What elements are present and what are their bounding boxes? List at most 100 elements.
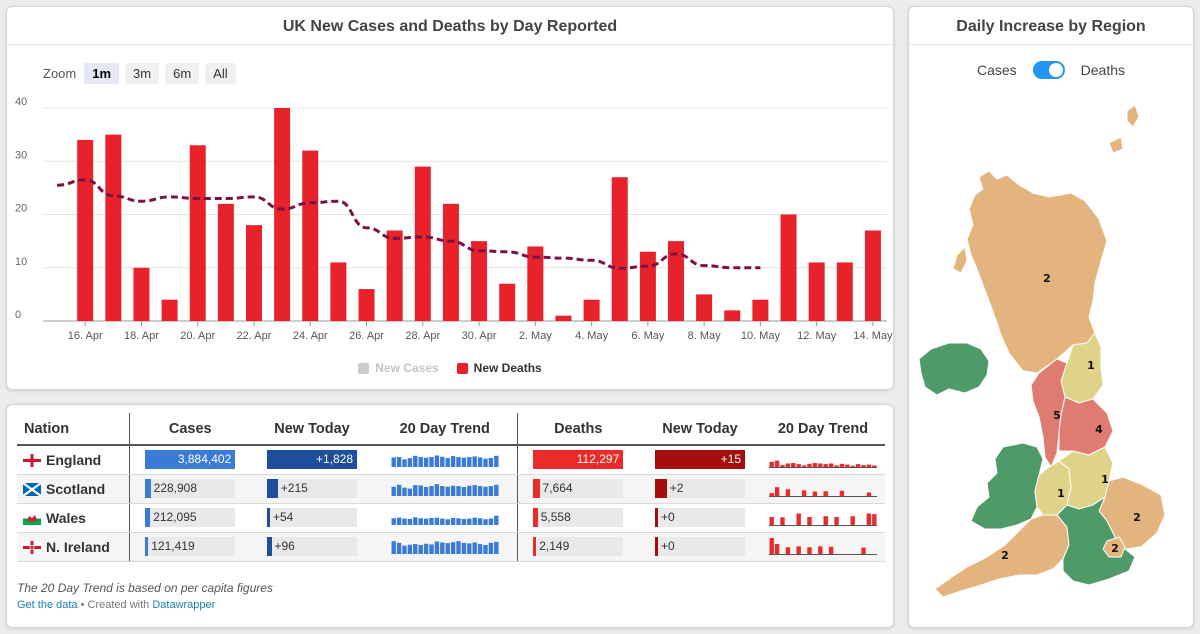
trend-bar: [807, 546, 812, 554]
death-bar[interactable]: [189, 145, 206, 321]
zoom-1m-button[interactable]: 1m: [84, 63, 120, 84]
death-bar[interactable]: [274, 108, 291, 321]
death-bar[interactable]: [696, 294, 713, 321]
cases-cell: 228,908: [145, 479, 236, 498]
header-deaths[interactable]: Deaths: [516, 413, 639, 446]
trend-bar: [391, 457, 396, 467]
legend-swatch-deaths: [456, 362, 468, 374]
toggle-label-deaths[interactable]: Deaths: [1080, 62, 1126, 78]
nation-name: Scotland: [46, 480, 106, 497]
zoom-6m-button[interactable]: 6m: [165, 63, 200, 84]
metric-toggle-switch[interactable]: [1032, 61, 1065, 79]
region-south-west[interactable]: [934, 514, 1070, 598]
trend-bar: [466, 542, 472, 554]
trend-bar: [396, 517, 402, 525]
value-bar-fill: [267, 450, 357, 470]
death-bar[interactable]: [583, 299, 600, 321]
death-bar[interactable]: [611, 177, 628, 321]
region-london[interactable]: [1102, 536, 1126, 558]
zoom-label: Zoom: [43, 66, 77, 81]
new-deaths-cell: +15: [655, 450, 745, 470]
zoom-3m-button[interactable]: 3m: [125, 63, 160, 84]
nation-name: N. Ireland: [46, 538, 110, 555]
header-case-trend[interactable]: 20 Day Trend: [373, 413, 517, 446]
trend-bar: [483, 486, 488, 496]
get-the-data-link[interactable]: Get the data: [17, 599, 78, 611]
zoom-all-button[interactable]: All: [205, 63, 236, 84]
trend-bar: [445, 457, 450, 467]
trend-bar: [423, 457, 429, 467]
trend-bar: [801, 489, 807, 496]
header-death-trend[interactable]: 20 Day Trend: [761, 413, 885, 446]
death-bar[interactable]: [724, 310, 741, 321]
trend-bar: [769, 492, 774, 496]
legend-label-deaths: New Deaths: [473, 361, 542, 375]
cases-cell: 121,419: [145, 537, 236, 556]
trend-bar: [845, 464, 850, 467]
death-bar[interactable]: [499, 283, 516, 321]
datawrapper-link[interactable]: Datawrapper: [152, 599, 216, 611]
death-bar[interactable]: [442, 203, 459, 321]
trend-bar: [812, 491, 818, 496]
legend-new-cases[interactable]: New Cases: [358, 361, 439, 375]
death-bar[interactable]: [77, 139, 94, 321]
region-wales[interactable]: [970, 442, 1044, 530]
death-bar[interactable]: [836, 262, 853, 321]
legend-new-deaths[interactable]: New Deaths: [456, 361, 542, 375]
value-bar-fill: [655, 537, 658, 556]
death-bar[interactable]: [414, 166, 431, 321]
nation-table-card: Nation Cases New Today 20 Day Trend Deat…: [6, 404, 894, 628]
death-bar[interactable]: [358, 289, 375, 321]
header-new-deaths-today[interactable]: New Today: [639, 413, 761, 446]
death-bar[interactable]: [555, 315, 572, 321]
death-bar[interactable]: [105, 134, 122, 321]
x-tick-label: 12. May: [797, 330, 837, 342]
trend-bar: [834, 465, 839, 467]
value-bar-fill: [533, 479, 540, 498]
new-deaths-cell: +0: [655, 508, 745, 527]
trend-bar: [839, 463, 845, 467]
value-bar-fill: [267, 479, 278, 498]
death-bar[interactable]: [386, 230, 403, 321]
trend-bar: [418, 456, 423, 467]
case-trend-sparkline: [391, 455, 499, 467]
trend-bar: [391, 486, 396, 496]
bar-chart: 0 10 20 30 40 16. Apr 18. Apr 20. Apr 22. Apr 24.…: [15, 96, 893, 342]
death-bar[interactable]: [780, 214, 797, 322]
trend-bar: [423, 486, 429, 496]
death-bar[interactable]: [246, 225, 262, 321]
trend-bar: [785, 463, 791, 467]
death-bar[interactable]: [471, 241, 488, 321]
trend-bar: [872, 465, 877, 467]
death-bar[interactable]: [217, 203, 234, 321]
header-new-cases-today[interactable]: New Today: [251, 413, 373, 446]
header-nation[interactable]: Nation: [17, 413, 129, 446]
death-bar[interactable]: [668, 241, 684, 321]
region-north-west[interactable]: [1030, 358, 1068, 468]
death-bar[interactable]: [330, 262, 347, 321]
region-northern-ireland[interactable]: [918, 342, 990, 396]
region-south-east[interactable]: [1056, 496, 1136, 586]
region-yorkshire[interactable]: [1058, 396, 1114, 456]
death-bar[interactable]: [808, 262, 825, 321]
trend-bar: [396, 542, 402, 554]
death-bar[interactable]: [527, 246, 544, 321]
header-cases[interactable]: Cases: [128, 413, 251, 446]
trend-bar: [391, 540, 396, 554]
value-bar-fill: [655, 479, 667, 498]
value-bar-fill: [533, 450, 624, 470]
death-bar[interactable]: [752, 299, 769, 321]
toggle-label-cases[interactable]: Cases: [976, 62, 1017, 78]
value-text: 212,095: [153, 510, 197, 524]
trend-bar: [472, 541, 477, 554]
trend-bar: [472, 456, 477, 467]
death-bar[interactable]: [161, 299, 178, 321]
death-bar[interactable]: [864, 230, 881, 321]
death-bar[interactable]: [133, 267, 150, 321]
trend-bar: [866, 464, 872, 467]
trend-bar: [450, 541, 456, 554]
trend-bar: [769, 516, 774, 525]
death-bar[interactable]: [302, 150, 319, 321]
label-scotland: 2: [1043, 272, 1051, 285]
death-bar[interactable]: [639, 251, 656, 321]
